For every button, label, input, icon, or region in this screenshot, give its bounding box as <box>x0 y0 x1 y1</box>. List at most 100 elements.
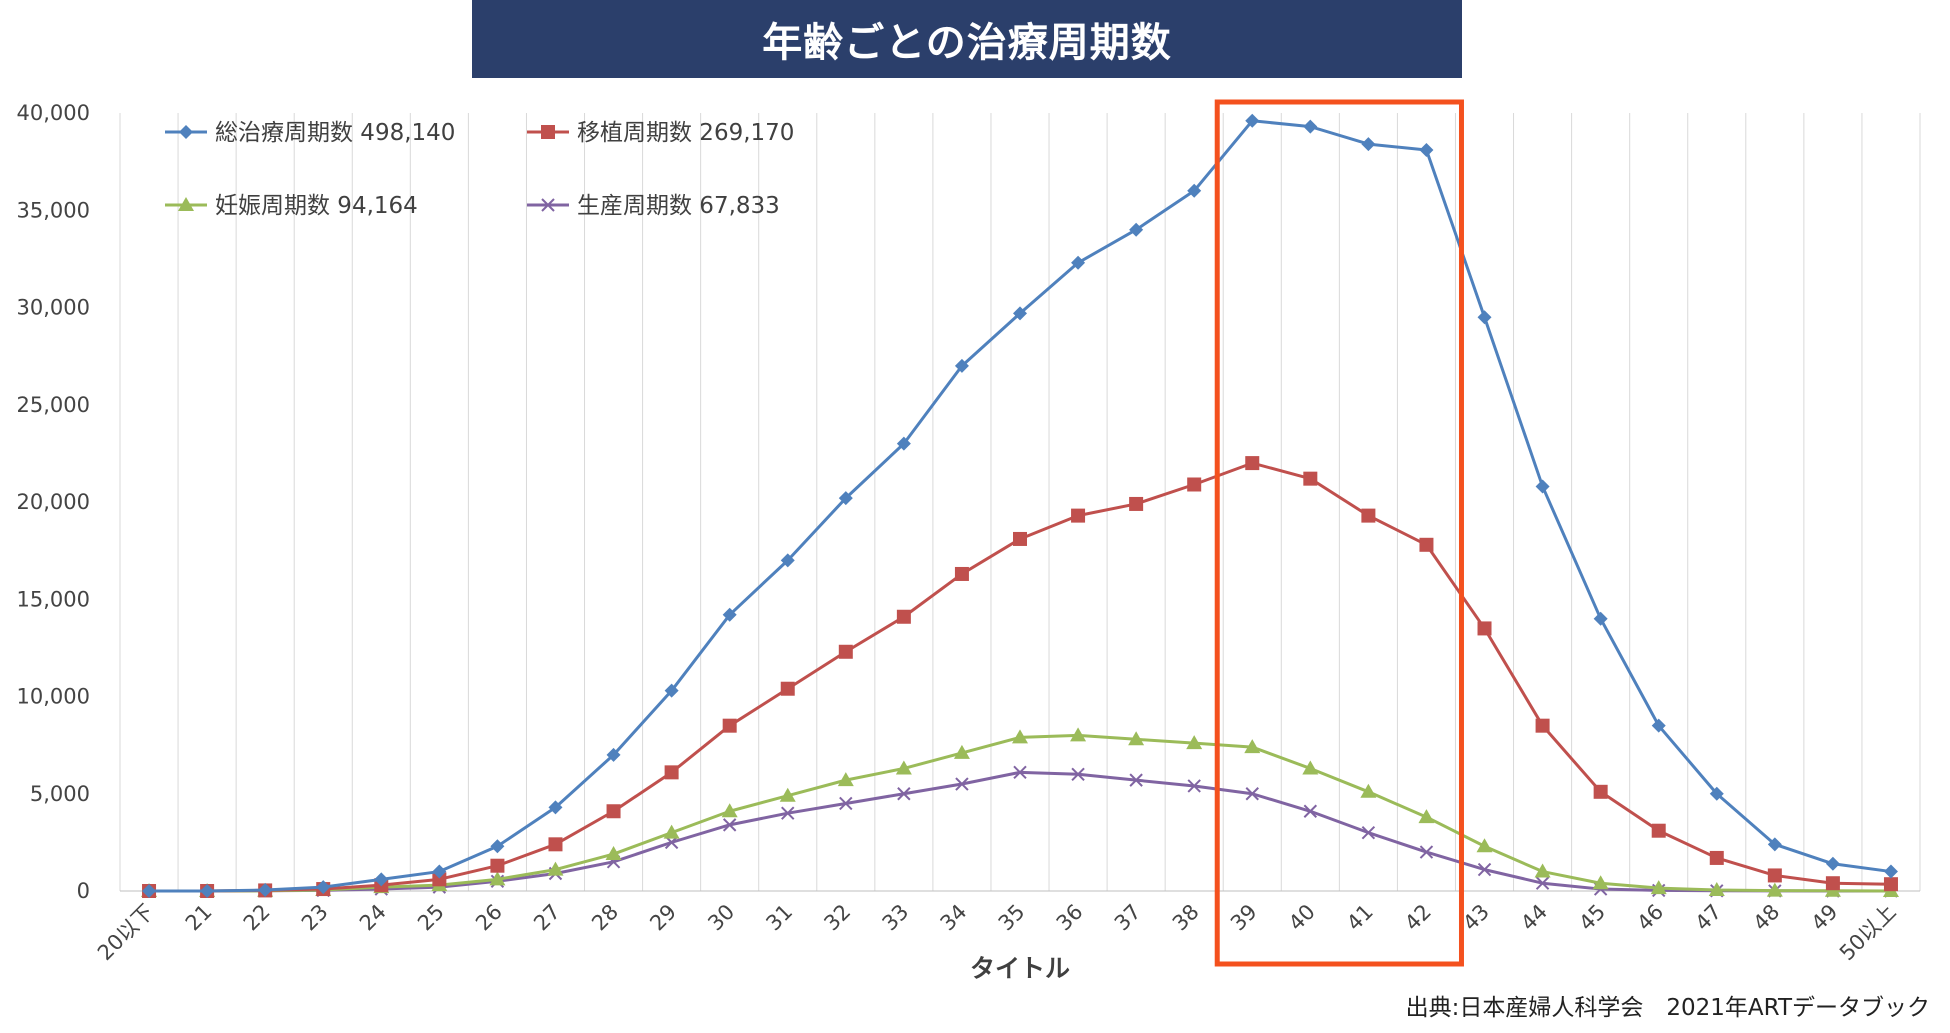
x-tick-label: 36 <box>1052 900 1088 936</box>
data-point-diamond <box>1303 119 1318 134</box>
x-tick-label: 23 <box>297 900 333 936</box>
data-point-triangle <box>721 803 738 818</box>
data-point-x-stroke <box>1303 804 1318 818</box>
legend-item: 生産周期数 67,833 <box>527 193 780 219</box>
legend-label: 移植周期数 269,170 <box>577 120 794 146</box>
data-point-square <box>954 566 969 581</box>
x-tick-label: 33 <box>878 900 914 936</box>
data-point-triangle <box>1766 882 1783 897</box>
data-point-x-stroke <box>1245 787 1259 801</box>
data-point-x <box>1419 845 1434 859</box>
y-tick-label: 10,000 <box>17 685 90 709</box>
x-tick-label: 46 <box>1632 900 1668 936</box>
data-point-diamond <box>1709 786 1724 801</box>
data-point-diamond <box>1477 310 1492 325</box>
data-point-triangle <box>1708 882 1725 897</box>
data-point-x <box>1303 804 1318 818</box>
data-point-square <box>1825 876 1840 891</box>
data-point-triangle <box>837 772 854 787</box>
data-point-x <box>1013 765 1027 780</box>
x-tick-label: 50以上 <box>1835 900 1901 966</box>
data-point-diamond <box>179 125 193 139</box>
x-tick-label: 45 <box>1574 900 1610 936</box>
data-point-diamond <box>838 491 853 506</box>
data-point-x <box>1071 767 1085 782</box>
data-point-x <box>1361 825 1376 840</box>
y-tick-label: 30,000 <box>17 296 90 320</box>
data-point-triangle <box>489 871 506 886</box>
data-point-triangle <box>953 744 970 759</box>
data-point-diamond <box>1883 864 1898 879</box>
data-point-triangle <box>1650 880 1667 895</box>
source-note: 出典:日本産婦人科学会 2021年ARTデータブック <box>1405 995 1930 1021</box>
data-point-x <box>955 777 969 791</box>
x-tick-label: 26 <box>471 900 507 936</box>
data-point-square <box>541 125 555 139</box>
data-point-diamond <box>1535 479 1550 494</box>
x-tick-label: 49 <box>1807 900 1843 936</box>
x-tick-label: 39 <box>1226 900 1262 936</box>
data-point-diamond <box>374 872 389 887</box>
x-tick-label: 32 <box>819 900 855 936</box>
data-point-x <box>1129 773 1143 787</box>
data-point-square <box>1419 537 1434 552</box>
data-point-square <box>548 837 563 852</box>
data-point-square <box>1187 477 1202 492</box>
data-point-diamond <box>1245 113 1260 128</box>
data-point-triangle <box>779 787 796 802</box>
data-point-x-stroke <box>1361 825 1376 840</box>
data-point-triangle <box>1012 729 1028 744</box>
data-point-x-stroke <box>722 818 737 832</box>
x-tick-label: 48 <box>1748 900 1784 936</box>
data-point-diamond <box>722 607 737 622</box>
x-axis-title: タイトル <box>970 954 1070 983</box>
data-point-square <box>606 804 621 819</box>
data-point-square <box>780 681 795 696</box>
data-point-diamond <box>1129 222 1144 237</box>
data-point-x-stroke <box>1535 876 1550 890</box>
data-point-triangle <box>1418 809 1435 824</box>
legend: 総治療周期数 498,140 移植周期数 269,170 妊娠周期数 94,164 生… <box>165 120 794 219</box>
data-point-x-stroke <box>897 787 911 801</box>
data-point-diamond <box>316 880 331 895</box>
data-point-square <box>1767 868 1782 883</box>
data-point-diamond <box>896 436 911 451</box>
data-point-square <box>1361 508 1376 523</box>
y-tick-label: 20,000 <box>17 490 90 514</box>
legend-item: 移植周期数 269,170 <box>527 120 794 146</box>
data-point-diamond <box>1651 718 1666 733</box>
x-tick-label: 31 <box>761 900 797 936</box>
x-tick-label: 47 <box>1690 900 1726 936</box>
highlight-rectangle <box>1214 99 1464 967</box>
data-point-square <box>838 644 853 659</box>
data-point-x-stroke <box>1071 767 1085 782</box>
data-point-diamond <box>1419 142 1434 157</box>
data-point-diamond <box>664 683 679 698</box>
data-point-triangle <box>1128 731 1145 746</box>
data-point-diamond <box>606 747 621 762</box>
data-point-square <box>490 858 505 873</box>
x-tick-label: 37 <box>1110 900 1146 936</box>
x-tick-label: 20以下 <box>93 900 159 966</box>
x-tick-label: 29 <box>645 900 681 936</box>
data-point-x <box>781 806 795 820</box>
data-point-square <box>664 765 679 780</box>
data-point-square <box>1709 850 1724 865</box>
data-point-x <box>1477 862 1492 877</box>
data-point-x-stroke <box>1013 765 1027 780</box>
data-point-triangle <box>1244 739 1261 754</box>
data-point-x-stroke <box>1419 845 1434 859</box>
data-point-square <box>1593 784 1608 799</box>
x-tick-label: 27 <box>529 900 565 936</box>
data-point-square <box>1883 877 1898 892</box>
x-tick-label: 40 <box>1284 900 1320 936</box>
series-lines <box>141 113 1899 898</box>
y-axis: 0 5,000 10,000 15,000 20,000 25,000 30,000 35,0… <box>17 101 90 903</box>
legend-label: 妊娠周期数 94,164 <box>215 193 418 219</box>
data-point-x-stroke <box>955 777 969 791</box>
x-tick-label: 28 <box>587 900 623 936</box>
data-point-square <box>1477 621 1492 636</box>
y-tick-label: 40,000 <box>17 101 90 125</box>
data-point-triangle <box>895 760 912 775</box>
data-point-diamond <box>1825 856 1840 871</box>
